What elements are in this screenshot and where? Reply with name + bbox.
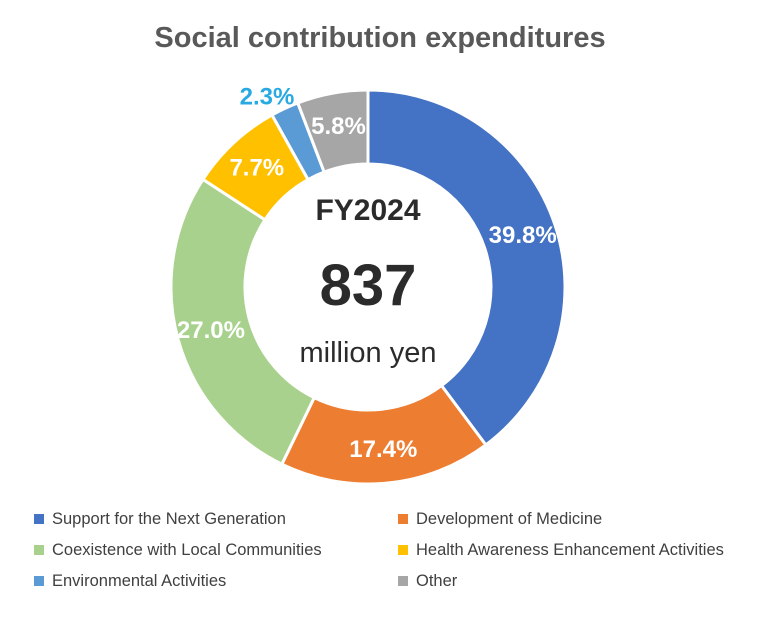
segment-percentage-development-of-medicine: 17.4% bbox=[349, 436, 417, 463]
chart-title: Social contribution expenditures bbox=[154, 22, 606, 54]
donut-segment-other bbox=[296, 88, 370, 174]
legend-item-environmental-activities: Environmental Activities bbox=[34, 571, 398, 591]
legend-item-other: Other bbox=[398, 571, 724, 591]
legend-swatch-health-awareness-enhancement-activities bbox=[398, 545, 408, 555]
segment-percentage-coexistence-with-local-communities: 27.0% bbox=[177, 317, 245, 344]
donut-segment-coexistence-with-local-communities bbox=[169, 177, 316, 466]
legend-swatch-environmental-activities bbox=[34, 576, 44, 586]
center-fiscal-year: FY2024 bbox=[315, 194, 421, 227]
legend-item-health-awareness-enhancement-activities: Health Awareness Enhancement Activities bbox=[398, 540, 724, 560]
center-unit-label: million yen bbox=[299, 337, 437, 369]
legend-label: Other bbox=[416, 572, 458, 590]
segment-percentage-support-for-the-next-generation: 39.8% bbox=[489, 222, 557, 249]
legend-swatch-other bbox=[398, 576, 408, 586]
segment-percentage-health-awareness-enhancement-activities: 7.7% bbox=[229, 154, 284, 181]
legend-item-support-for-the-next-generation: Support for the Next Generation bbox=[34, 509, 398, 529]
legend-swatch-coexistence-with-local-communities bbox=[34, 545, 44, 555]
legend-label: Coexistence with Local Communities bbox=[52, 541, 322, 559]
segment-percentage-environmental-activities: 2.3% bbox=[240, 84, 295, 111]
legend-label: Development of Medicine bbox=[416, 510, 603, 528]
legend-label: Environmental Activities bbox=[52, 572, 227, 590]
donut-segment-support-for-the-next-generation bbox=[366, 88, 567, 447]
legend-label: Support for the Next Generation bbox=[52, 510, 286, 528]
legend-swatch-development-of-medicine bbox=[398, 514, 408, 524]
legend-label: Health Awareness Enhancement Activities bbox=[416, 541, 724, 559]
legend: Support for the Next Generation Developme… bbox=[34, 509, 724, 591]
legend-item-coexistence-with-local-communities: Coexistence with Local Communities bbox=[34, 540, 398, 560]
segment-percentage-other: 5.8% bbox=[311, 113, 366, 140]
center-total-value: 837 bbox=[319, 253, 417, 318]
legend-item-development-of-medicine: Development of Medicine bbox=[398, 509, 724, 529]
legend-swatch-support-for-the-next-generation bbox=[34, 514, 44, 524]
